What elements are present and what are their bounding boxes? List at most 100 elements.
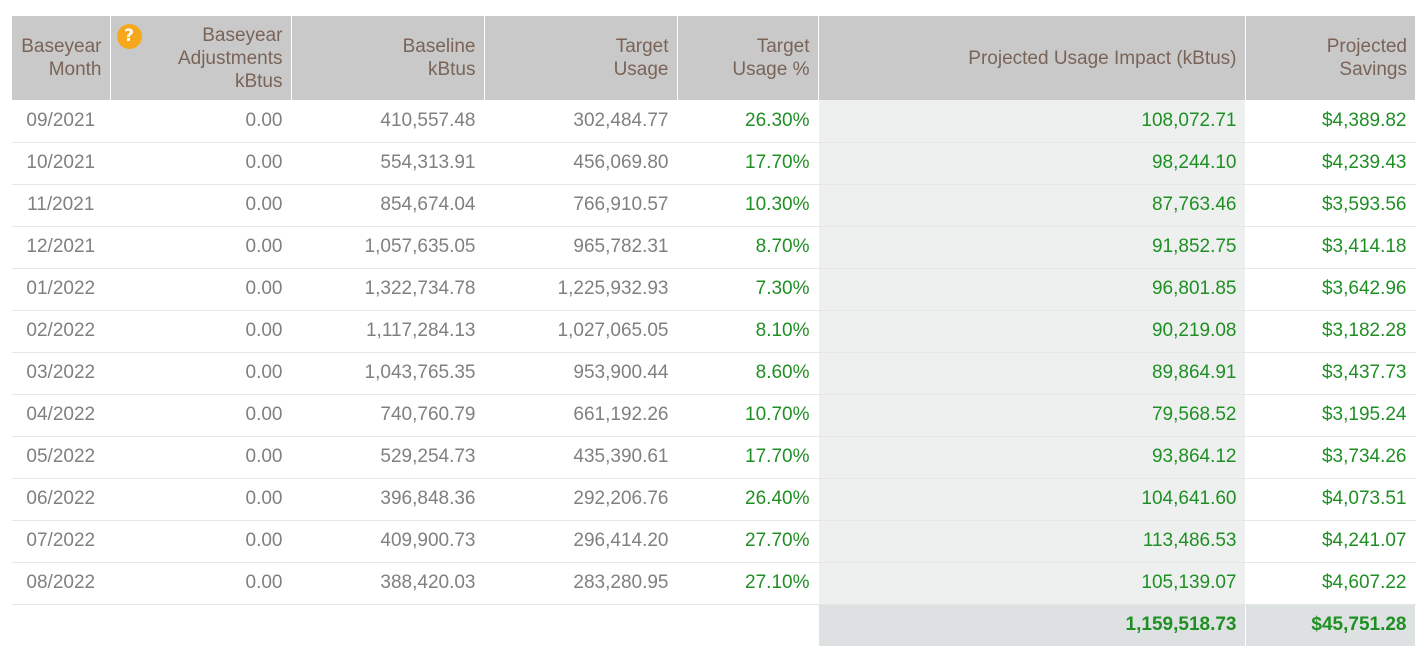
cell-target-usage: 292,206.76 [484,478,678,521]
table-row: 08/2022 0.00 388,420.03 283,280.95 27.10% 105… [12,562,1416,605]
header-baseyear-month[interactable]: Baseyear Month [12,16,111,100]
cell-adjustments: 0.00 [110,436,292,479]
cell-baseline: 409,900.73 [291,520,485,563]
header-line: Target [756,36,810,57]
cell-baseline: 854,674.04 [291,184,485,227]
header-projected-usage-impact[interactable]: Projected Usage Impact (kBtus) [818,16,1246,100]
header-row: Baseyear Month ? Baseyear Adjustments kBtus … [12,16,1415,100]
cell-projected-savings: $4,241.07 [1245,520,1416,563]
header-target-usage[interactable]: Target Usage [484,16,678,100]
cell-baseline: 1,043,765.35 [291,352,485,395]
cell-baseline: 1,322,734.78 [291,268,485,311]
cell-projected-impact: 108,072.71 [818,100,1246,143]
header-line: Baseyear [21,36,102,57]
cell-projected-impact: 79,568.52 [818,394,1246,437]
cell-adjustments: 0.00 [110,520,292,563]
header-line: Projected Usage Impact (kBtus) [968,47,1237,69]
header-target-usage-percent[interactable]: Target Usage % [677,16,819,100]
header-line: Baseline [402,36,476,57]
cell-projected-savings: $3,414.18 [1245,226,1416,269]
cell-target-usage: 1,225,932.93 [484,268,678,311]
cell-month: 09/2021 [12,100,111,143]
header-line: Projected [1326,36,1407,57]
cell-projected-savings: $3,182.28 [1245,310,1416,353]
header-line: Savings [1339,59,1407,80]
cell-target-usage: 296,414.20 [484,520,678,563]
table-row: 09/2021 0.00 410,557.48 302,484.77 26.30% 108… [12,100,1416,143]
table-row: 06/2022 0.00 396,848.36 292,206.76 26.40% 104… [12,478,1416,521]
cell-month: 03/2022 [12,352,111,395]
cell-adjustments: 0.00 [110,142,292,185]
cell-month: 06/2022 [12,478,111,521]
header-baseline-kbtus[interactable]: Baseline kBtus [291,16,485,100]
cell-month: 11/2021 [12,184,111,227]
cell-month: 04/2022 [12,394,111,437]
table-row: 12/2021 0.00 1,057,635.05 965,782.31 8.70% 91… [12,226,1416,269]
cell-projected-impact: 98,244.10 [818,142,1246,185]
table-body: 09/2021 0.00 410,557.48 302,484.77 26.30% 108… [12,100,1416,605]
projection-table: Baseyear Month ? Baseyear Adjustments kBtus … [12,16,1416,646]
cell-projected-impact: 93,864.12 [818,436,1246,479]
cell-target-usage: 435,390.61 [484,436,678,479]
header-line: kBtus [427,59,476,80]
cell-adjustments: 0.00 [110,478,292,521]
cell-adjustments: 0.00 [110,310,292,353]
question-icon[interactable]: ? [116,24,142,49]
header-projected-savings[interactable]: Projected Savings [1245,16,1415,100]
cell-projected-impact: 104,641.60 [818,478,1246,521]
cell-target-usage: 283,280.95 [484,562,678,605]
cell-target-percent: 26.30% [677,100,819,143]
header-line: Target [615,36,669,57]
table-row: 04/2022 0.00 740,760.79 661,192.26 10.70% 79,… [12,394,1416,437]
cell-projected-savings: $4,073.51 [1245,478,1416,521]
cell-projected-savings: $3,593.56 [1245,184,1416,227]
cell-target-percent: 17.70% [677,142,819,185]
cell-target-percent: 10.70% [677,394,819,437]
cell-projected-savings: $4,607.22 [1245,562,1416,605]
cell-baseline: 1,057,635.05 [291,226,485,269]
cell-month: 02/2022 [12,310,111,353]
cell-month: 12/2021 [12,226,111,269]
header-line: Adjustments [177,47,283,69]
cell-projected-savings: $3,734.26 [1245,436,1416,479]
cell-adjustments: 0.00 [110,226,292,269]
cell-month: 05/2022 [12,436,111,479]
cell-target-usage: 302,484.77 [484,100,678,143]
cell-adjustments: 0.00 [110,394,292,437]
cell-baseline: 740,760.79 [291,394,485,437]
header-line: kBtus [234,70,283,92]
cell-projected-impact: 113,486.53 [818,520,1246,563]
header-baseyear-adjustments[interactable]: ? Baseyear Adjustments kBtus [110,16,292,100]
cell-adjustments: 0.00 [110,562,292,605]
cell-adjustments: 0.00 [110,184,292,227]
header-line: Month [48,59,102,80]
cell-target-percent: 8.70% [677,226,819,269]
cell-projected-savings: $3,195.24 [1245,394,1416,437]
cell-projected-impact: 87,763.46 [818,184,1246,227]
cell-target-usage: 661,192.26 [484,394,678,437]
header-line: Usage [613,59,669,80]
cell-target-percent: 7.30% [677,268,819,311]
cell-adjustments: 0.00 [110,352,292,395]
cell-baseline: 396,848.36 [291,478,485,521]
cell-baseline: 388,420.03 [291,562,485,605]
cell-target-percent: 10.30% [677,184,819,227]
table-row: 03/2022 0.00 1,043,765.35 953,900.44 8.60% 89… [12,352,1416,395]
totals-row: 1,159,518.73 $45,751.28 [12,604,1416,646]
totals-spacer [12,604,819,646]
cell-projected-impact: 105,139.07 [818,562,1246,605]
cell-projected-impact: 90,219.08 [818,310,1246,353]
cell-target-usage: 456,069.80 [484,142,678,185]
header-line: Baseyear [202,24,283,46]
cell-baseline: 554,313.91 [291,142,485,185]
table-row: 10/2021 0.00 554,313.91 456,069.80 17.70% 98,… [12,142,1416,185]
cell-target-percent: 26.40% [677,478,819,521]
cell-baseline: 1,117,284.13 [291,310,485,353]
cell-target-percent: 8.60% [677,352,819,395]
cell-baseline: 529,254.73 [291,436,485,479]
table-row: 01/2022 0.00 1,322,734.78 1,225,932.93 7.30%… [12,268,1416,311]
cell-month: 01/2022 [12,268,111,311]
header-line: Usage % [732,59,810,80]
cell-target-usage: 965,782.31 [484,226,678,269]
cell-target-percent: 27.70% [677,520,819,563]
